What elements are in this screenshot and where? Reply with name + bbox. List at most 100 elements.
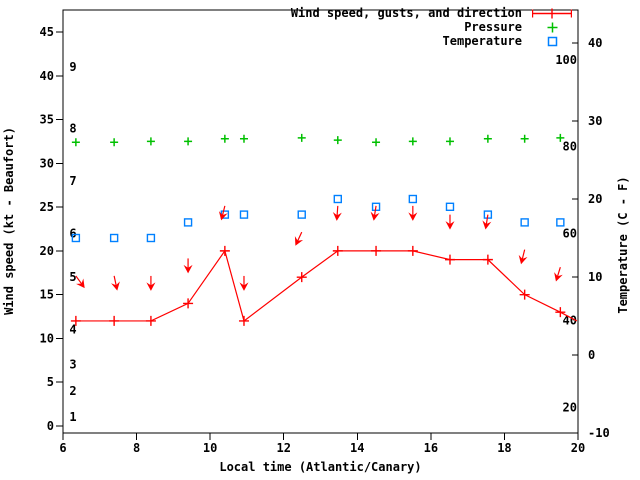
arrow-head (408, 212, 418, 221)
legend-label-pressure: Pressure (464, 20, 522, 34)
arrow-head (518, 254, 528, 265)
y-right-tick-label: 30 (588, 114, 602, 128)
y-right-tick-label: 40 (588, 36, 602, 50)
legend-entry-pressure: Pressure (291, 20, 574, 34)
wind-point-marker (109, 315, 120, 326)
wind-point-marker (238, 315, 249, 326)
arrow-shaft (113, 275, 118, 287)
x-tick-label: 18 (497, 441, 511, 455)
y-left-tick-label: 15 (40, 288, 54, 302)
arrow-head (76, 278, 85, 289)
wind-point-marker (70, 315, 81, 326)
beaufort-label: 6 (69, 226, 76, 240)
y-left-tick-label: 40 (40, 69, 54, 83)
beaufort-label: 5 (69, 270, 76, 284)
wind-direction-arrow (445, 214, 455, 230)
wind-direction-arrow (482, 214, 492, 230)
arrow-shaft (336, 205, 339, 217)
beaufort-label: 2 (69, 384, 76, 398)
wind-point-marker (296, 272, 307, 283)
pressure-point (220, 134, 229, 143)
arrow-head (370, 211, 380, 221)
temperature-point (183, 218, 193, 227)
wind-point-marker (444, 254, 455, 265)
arrow-head (554, 272, 563, 282)
beaufort-label: 8 (69, 121, 76, 135)
pressure-point (556, 133, 565, 142)
arrow-shaft (296, 231, 303, 243)
legend: Wind speed, gusts, and direction Pressur… (291, 6, 574, 48)
x-tick-label: 10 (203, 441, 217, 455)
arrow-head (183, 264, 193, 274)
arrow-head (294, 236, 304, 246)
arrow-head (146, 282, 156, 291)
temperature-point (408, 194, 418, 204)
wind-direction-arrow (294, 231, 304, 246)
fahrenheit-label: 40 (563, 314, 577, 328)
beaufort-label: 9 (69, 60, 76, 74)
wind-direction-arrow (218, 205, 228, 221)
pressure-point (408, 137, 417, 146)
wind-point-marker (371, 245, 382, 256)
temperature-point (109, 233, 119, 243)
temperature-point (71, 233, 81, 243)
y-left-tick-label: 10 (40, 331, 54, 345)
arrow-head (239, 282, 249, 291)
temperature-point (333, 194, 342, 204)
temperature-point (371, 202, 381, 212)
arrow-shaft (521, 249, 526, 261)
wind-point-marker (482, 254, 493, 265)
temperature-square-icon (530, 36, 574, 47)
wind-direction-arrow (183, 258, 193, 274)
pressure-point (110, 138, 119, 147)
beaufort-label: 1 (69, 410, 76, 424)
temperature-point (520, 218, 529, 227)
y-left-tick-label: 45 (40, 25, 54, 39)
wind-direction-arrow (370, 205, 380, 221)
pressure-point (297, 133, 306, 142)
temperature-point (239, 210, 249, 219)
beaufort-label: 7 (69, 174, 76, 188)
temperature-point (445, 202, 455, 212)
x-tick-label: 8 (133, 441, 140, 455)
pressure-point (184, 137, 193, 146)
arrow-head (445, 221, 455, 230)
legend-entry-wind: Wind speed, gusts, and direction (291, 6, 574, 20)
arrow-head (332, 212, 342, 221)
x-axis-title: Local time (Atlantic/Canary) (219, 460, 421, 474)
arrow-head (111, 281, 120, 291)
y-left-tick-label: 35 (40, 113, 54, 127)
fahrenheit-label: 80 (563, 140, 577, 154)
wind-direction-arrow (518, 249, 528, 265)
pressure-point (483, 134, 492, 143)
fahrenheit-label: 20 (563, 400, 577, 414)
beaufort-label: 3 (69, 358, 76, 372)
x-tick-label: 14 (350, 441, 364, 455)
y-left-tick-label: 0 (47, 419, 54, 433)
pressure-point (333, 136, 342, 145)
x-tick-label: 12 (276, 441, 290, 455)
temperature-point (146, 233, 156, 243)
arrow-shaft (373, 205, 377, 217)
wind-direction-arrow (408, 205, 418, 221)
y-right-tick-label: 20 (588, 192, 602, 206)
y-right-tick-label: -10 (588, 426, 610, 440)
plot-border (62, 9, 579, 434)
wind-point-marker (145, 315, 156, 326)
wind-errorbar-icon (530, 8, 574, 19)
pressure-point (520, 134, 529, 143)
y2-axis-title: Temperature (C - F) (616, 176, 630, 313)
y-right-tick-label: 10 (588, 270, 602, 284)
wind-point-marker (332, 245, 343, 256)
wind-point-marker (555, 307, 566, 318)
y-left-tick-label: 25 (40, 200, 54, 214)
x-tick-label: 20 (571, 441, 585, 455)
beaufort-label: 4 (69, 323, 76, 337)
temperature-point (297, 210, 306, 219)
wind-point-marker (183, 298, 194, 309)
pressure-point (445, 137, 454, 146)
wind-direction-arrow (146, 275, 156, 291)
wind-direction-arrow (75, 275, 85, 289)
